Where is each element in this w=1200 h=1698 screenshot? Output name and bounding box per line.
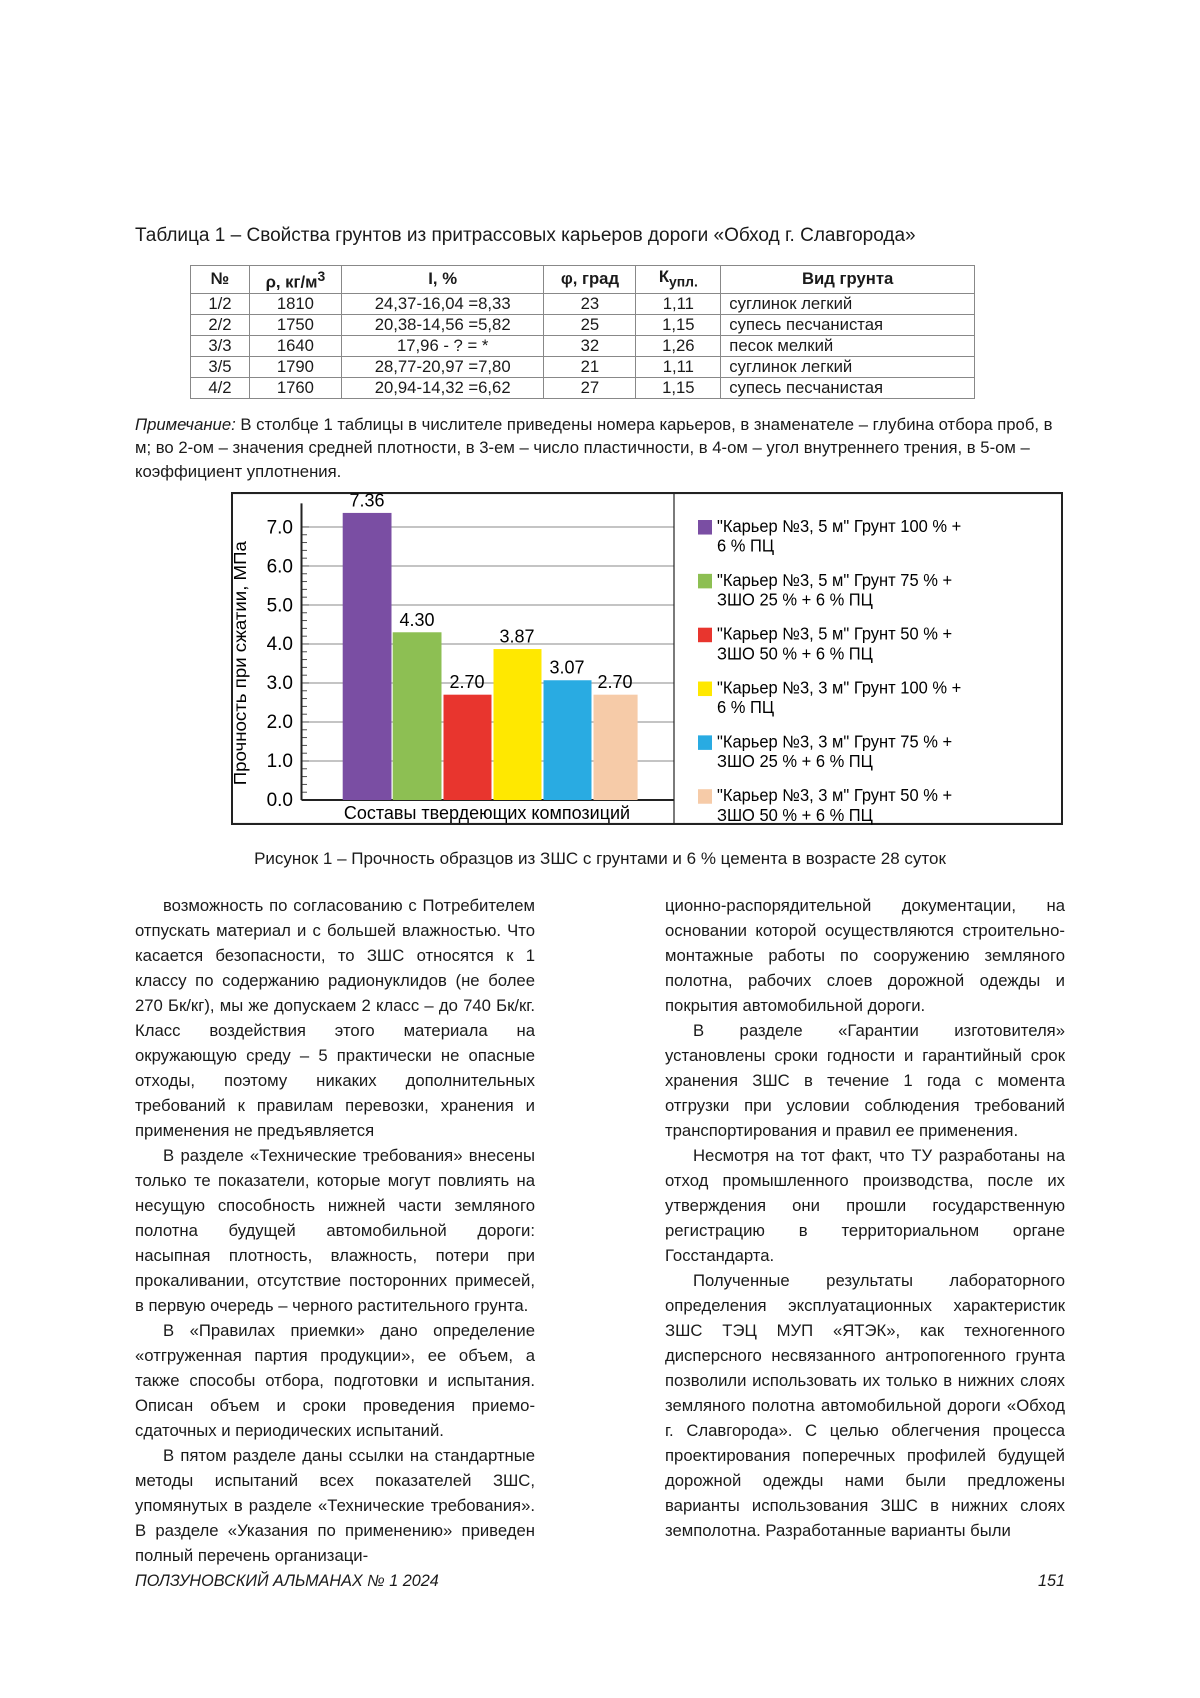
svg-text:7.0: 7.0 [267,516,293,538]
svg-text:"Карьер №3, 5 м" Грунт 100 % +: "Карьер №3, 5 м" Грунт 100 % + [717,516,961,535]
svg-text:2.0: 2.0 [267,710,293,732]
svg-text:"Карьер №3, 3 м" Грунт 75 % +: "Карьер №3, 3 м" Грунт 75 % + [717,732,952,751]
svg-text:5.0: 5.0 [267,594,293,616]
svg-text:ЗШО 25 % + 6 % ПЦ: ЗШО 25 % + 6 % ПЦ [717,590,873,609]
svg-text:ЗШО 50 % + 6 % ПЦ: ЗШО 50 % + 6 % ПЦ [717,644,873,663]
svg-text:3.0: 3.0 [267,671,293,693]
svg-text:6 % ПЦ: 6 % ПЦ [717,536,775,555]
svg-text:3.07: 3.07 [549,656,584,677]
svg-text:6.0: 6.0 [267,555,293,577]
svg-text:6 % ПЦ: 6 % ПЦ [717,698,775,717]
svg-text:2.70: 2.70 [449,670,484,691]
svg-text:3.87: 3.87 [499,625,534,646]
svg-text:"Карьер №3, 3 м" Грунт 100 % +: "Карьер №3, 3 м" Грунт 100 % + [717,678,961,697]
svg-text:"Карьер №3, 3 м" Грунт 50 % +: "Карьер №3, 3 м" Грунт 50 % + [717,786,952,805]
svg-text:2.70: 2.70 [597,670,632,691]
svg-text:7.36: 7.36 [349,492,384,511]
svg-text:Составы твердеющих композиций: Составы твердеющих композиций [344,801,630,822]
svg-text:0.0: 0.0 [267,788,293,810]
svg-text:4.0: 4.0 [267,633,293,655]
svg-text:"Карьер №3, 5 м" Грунт 75 % +: "Карьер №3, 5 м" Грунт 75 % + [717,570,952,589]
svg-text:Прочность при сжатии, МПа: Прочность при сжатии, МПа [231,540,250,785]
svg-text:4.30: 4.30 [399,608,434,629]
svg-text:ЗШО 50 % + 6 % ПЦ: ЗШО 50 % + 6 % ПЦ [717,805,873,824]
svg-text:1.0: 1.0 [267,749,293,771]
svg-text:ЗШО 25 % + 6 % ПЦ: ЗШО 25 % + 6 % ПЦ [717,751,873,770]
svg-text:"Карьер №3, 5 м" Грунт 50 % +: "Карьер №3, 5 м" Грунт 50 % + [717,624,952,643]
